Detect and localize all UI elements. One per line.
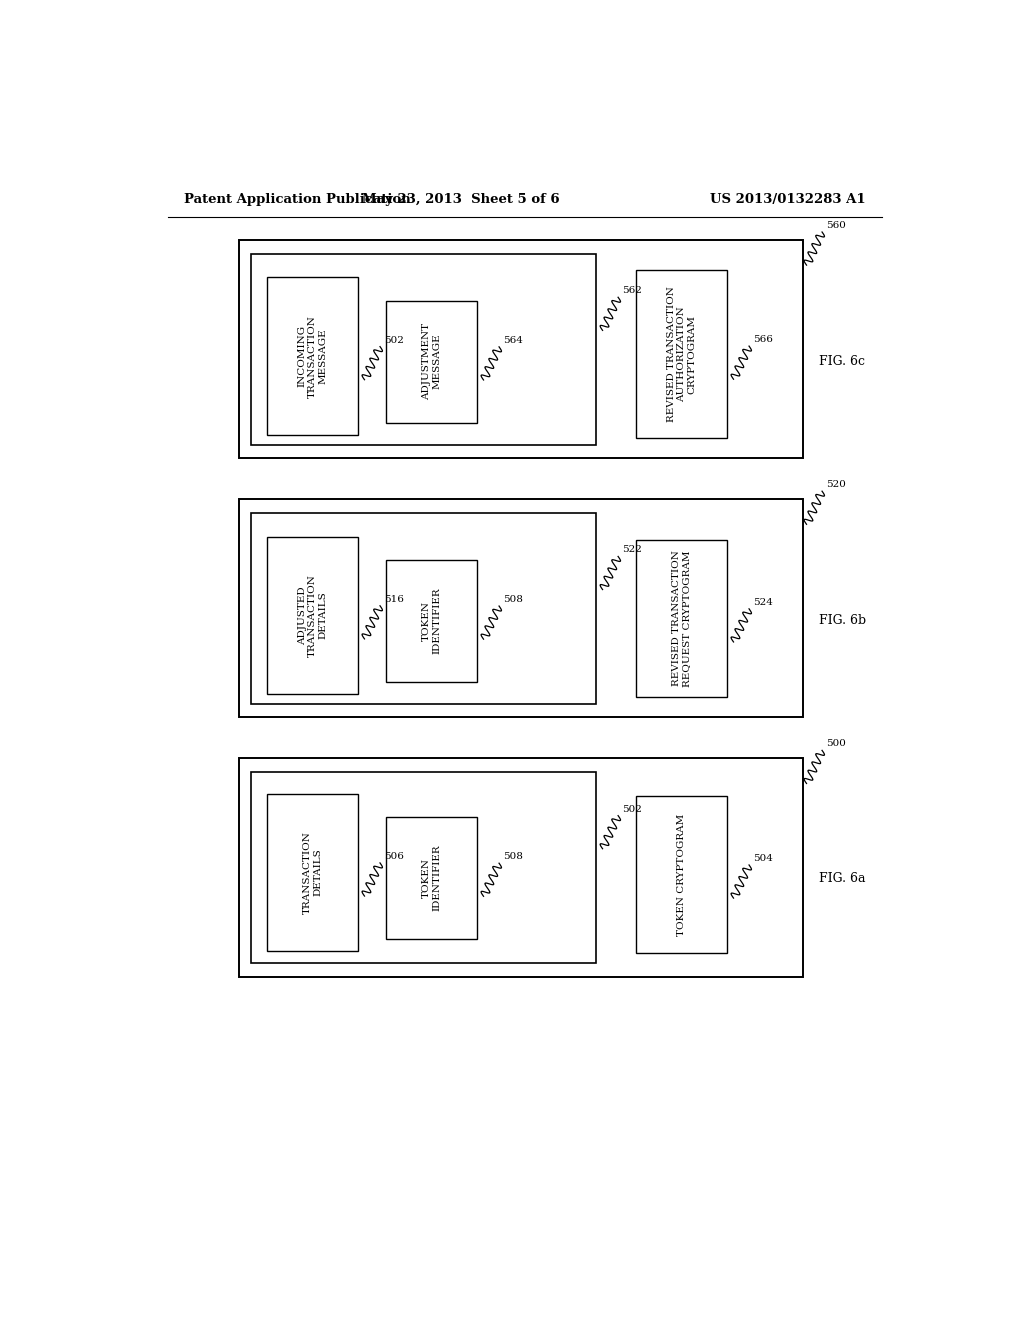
FancyBboxPatch shape: [251, 772, 596, 964]
FancyBboxPatch shape: [267, 277, 358, 434]
FancyBboxPatch shape: [386, 560, 477, 682]
Text: REVISED TRANSACTION
AUTHORIZATION
CRYPTOGRAM: REVISED TRANSACTION AUTHORIZATION CRYPTO…: [667, 286, 696, 422]
Text: TOKEN
IDENTIFIER: TOKEN IDENTIFIER: [422, 845, 441, 911]
Text: FIG. 6c: FIG. 6c: [819, 355, 865, 368]
Text: REVISED TRANSACTION
REQUEST CRYPTOGRAM: REVISED TRANSACTION REQUEST CRYPTOGRAM: [672, 550, 691, 686]
FancyBboxPatch shape: [240, 758, 803, 977]
FancyBboxPatch shape: [636, 540, 727, 697]
Text: 564: 564: [503, 335, 523, 345]
Text: 560: 560: [826, 220, 846, 230]
FancyBboxPatch shape: [636, 796, 727, 953]
Text: 502: 502: [622, 805, 642, 813]
FancyBboxPatch shape: [267, 793, 358, 952]
FancyBboxPatch shape: [636, 271, 727, 438]
Text: 502: 502: [384, 335, 403, 345]
Text: INCOMING
TRANSACTION
MESSAGE: INCOMING TRANSACTION MESSAGE: [298, 314, 328, 397]
FancyBboxPatch shape: [251, 253, 596, 445]
Text: 504: 504: [753, 854, 773, 863]
Text: FIG. 6b: FIG. 6b: [818, 614, 866, 627]
Text: 566: 566: [753, 335, 773, 345]
Text: 500: 500: [826, 739, 846, 748]
Text: 508: 508: [503, 853, 523, 861]
Text: 522: 522: [622, 545, 642, 554]
Text: Patent Application Publication: Patent Application Publication: [183, 193, 411, 206]
Text: 524: 524: [753, 598, 773, 607]
Text: 562: 562: [622, 286, 642, 296]
FancyBboxPatch shape: [240, 240, 803, 458]
FancyBboxPatch shape: [386, 301, 477, 422]
Text: TRANSACTION
DETAILS: TRANSACTION DETAILS: [303, 832, 323, 913]
Text: 516: 516: [384, 595, 403, 603]
FancyBboxPatch shape: [251, 513, 596, 704]
FancyBboxPatch shape: [240, 499, 803, 718]
FancyBboxPatch shape: [267, 536, 358, 694]
Text: 520: 520: [826, 480, 846, 490]
Text: TOKEN CRYPTOGRAM: TOKEN CRYPTOGRAM: [677, 813, 686, 936]
Text: FIG. 6a: FIG. 6a: [819, 871, 865, 884]
Text: 506: 506: [384, 851, 403, 861]
FancyBboxPatch shape: [386, 817, 477, 939]
Text: 508: 508: [503, 595, 523, 605]
Text: May 23, 2013  Sheet 5 of 6: May 23, 2013 Sheet 5 of 6: [362, 193, 560, 206]
Text: US 2013/0132283 A1: US 2013/0132283 A1: [711, 193, 866, 206]
Text: ADJUSTMENT
MESSAGE: ADJUSTMENT MESSAGE: [422, 323, 441, 400]
Text: ADJUSTED
TRANSACTION
DETAILS: ADJUSTED TRANSACTION DETAILS: [298, 574, 328, 657]
Text: TOKEN
IDENTIFIER: TOKEN IDENTIFIER: [422, 587, 441, 655]
